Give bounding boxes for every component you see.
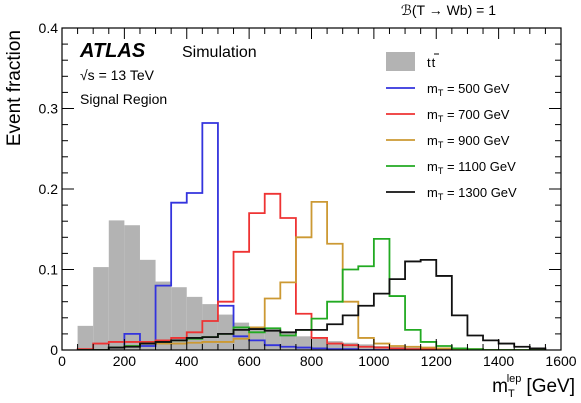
x-tick-label: 400: [175, 353, 199, 369]
x-tick-label: 800: [300, 353, 324, 369]
x-tick-label: 1000: [358, 353, 389, 369]
bin-bar: [342, 342, 359, 350]
simulation-label: Simulation: [182, 44, 257, 61]
legend-label: tt: [427, 55, 436, 70]
bin-bar: [327, 341, 343, 350]
legend-label-main: m: [427, 185, 438, 200]
region-label: Signal Region: [80, 91, 167, 107]
y-tick-label: 0: [50, 342, 58, 358]
y-tick-label: 0.3: [39, 101, 59, 117]
legend-label-value: = 1100 GeV: [443, 159, 516, 174]
bin-bar: [217, 314, 234, 350]
legend-label: mT = 1300 GeV: [427, 185, 517, 202]
x-tick-labels: 0 200 400 600 800 1000 1200 1400 1600: [58, 353, 577, 369]
bin-bar: [93, 267, 109, 350]
legend-label-main: m: [427, 133, 438, 148]
bin-bar: [155, 281, 172, 350]
legend-label-sub: T: [438, 166, 444, 176]
bin-bar: [108, 220, 125, 350]
series-line: [77, 258, 547, 350]
x-axis-title-unit: [GeV]: [526, 376, 575, 397]
legend-label-value: = 1300 GeV: [443, 185, 517, 200]
x-axis-title-main: m: [492, 376, 508, 397]
bin-bar: [186, 296, 203, 350]
legend-label-sub: T: [438, 88, 444, 98]
y-tick-label: 0.4: [39, 20, 59, 36]
legend-label-sub: T: [438, 140, 444, 150]
top-right-label: ℬ(T → Wb) = 1: [401, 2, 496, 18]
atlas-label: ATLAS: [79, 40, 146, 62]
bin-bar: [295, 336, 312, 350]
y-tick-label: 0.2: [39, 181, 59, 197]
legend-label: mT = 900 GeV: [427, 133, 510, 150]
bin-bar: [264, 329, 281, 350]
legend-label: mT = 500 GeV: [427, 81, 510, 98]
x-tick-label: 0: [58, 353, 66, 369]
bin-bar: [280, 333, 296, 350]
bin-bar: [139, 259, 156, 350]
legend-label-main: m: [427, 81, 438, 96]
legend-label-sub: T: [438, 114, 444, 124]
bin-bar: [77, 325, 94, 350]
x-axis-title: mTlep [GeV]: [492, 373, 575, 400]
x-tick-label: 200: [113, 353, 137, 369]
x-axis-title-sub: T: [508, 388, 515, 400]
bin-bar: [311, 338, 328, 350]
legend-label-bar: t: [432, 55, 436, 70]
axis-ticks: [61, 27, 562, 351]
legend-label-value: = 900 GeV: [443, 133, 509, 148]
y-tick-labels: 0 0.1 0.2 0.3 0.4: [39, 20, 59, 358]
bin-bar: [171, 287, 187, 350]
x-tick-label: 1200: [421, 353, 452, 369]
legend-label-main: m: [427, 159, 438, 174]
legend-label: mT = 700 GeV: [427, 107, 510, 124]
x-axis-title-sup: lep: [507, 373, 522, 385]
series-line: [77, 200, 546, 350]
histogram-bins: [77, 220, 546, 350]
x-tick-label: 1400: [483, 353, 514, 369]
legend-label-value: = 500 GeV: [443, 81, 509, 96]
bin-bar: [249, 327, 265, 350]
legend-label-main: m: [427, 107, 438, 122]
legend-swatch: [386, 52, 415, 71]
legend-label-value: = 700 GeV: [443, 107, 509, 122]
x-tick-label: 600: [237, 353, 261, 369]
energy-label: √s = 13 TeV: [80, 67, 155, 83]
legend-label: mT = 1100 GeV: [427, 159, 516, 176]
y-tick-label: 0.1: [39, 262, 59, 278]
bin-bar: [124, 225, 140, 350]
legend-label-sub: T: [438, 192, 444, 202]
y-axis-title: Event fraction: [4, 30, 25, 146]
x-tick-label: 1600: [545, 353, 576, 369]
bin-bar: [202, 304, 218, 350]
